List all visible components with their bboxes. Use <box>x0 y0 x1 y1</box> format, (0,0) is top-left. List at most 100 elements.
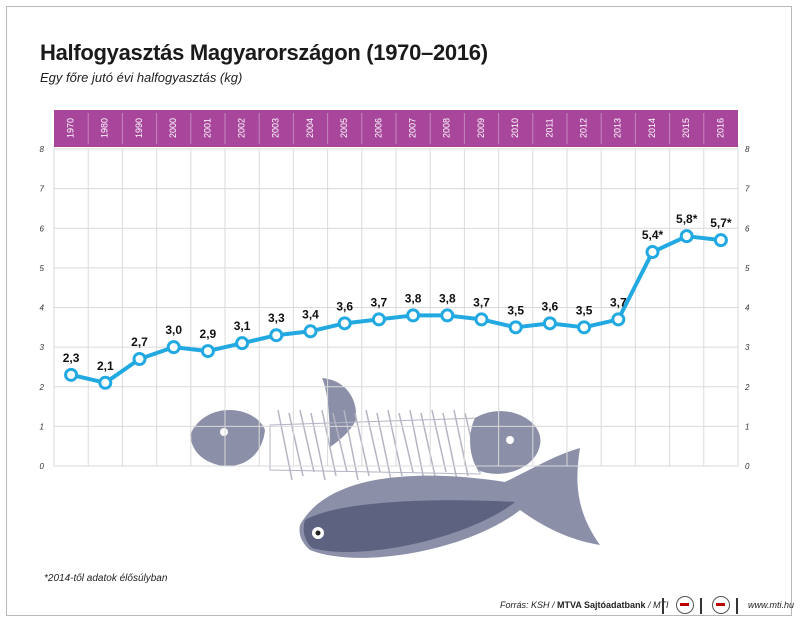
site-url: www.mti.hu <box>748 600 795 610</box>
data-label: 2,1 <box>97 359 114 373</box>
data-label: 2,3 <box>63 351 80 365</box>
fish-bone-icon <box>431 409 447 473</box>
fish-bone-icon <box>332 412 348 473</box>
y-tick-label-right: 3 <box>745 343 750 352</box>
fish-eye-icon <box>220 428 228 436</box>
data-label: 3,0 <box>165 323 182 337</box>
data-point <box>406 308 421 323</box>
x-tick-label: 2003 <box>271 118 281 138</box>
x-tick-label: 2005 <box>339 118 349 138</box>
separator <box>736 598 738 614</box>
data-label: 3,8 <box>439 291 456 305</box>
data-point <box>132 352 147 367</box>
y-tick-label-right: 6 <box>745 224 750 233</box>
data-label: 5,4* <box>642 228 664 242</box>
data-point <box>98 375 113 390</box>
mti-logo-icon <box>712 596 730 614</box>
fish-bone-icon <box>299 409 315 473</box>
y-tick-label-left: 8 <box>40 145 45 154</box>
fish-bone-icon <box>453 409 469 477</box>
footnote: *2014-től adatok élősúlyban <box>44 573 168 584</box>
fish-bone-icon <box>288 412 304 477</box>
data-label: 3,5 <box>507 303 524 317</box>
x-tick-label: 2010 <box>510 118 520 138</box>
x-tick-label: 2009 <box>476 118 486 138</box>
y-tick-label-left: 5 <box>40 264 45 273</box>
data-point <box>337 316 352 331</box>
fish-bone-icon <box>277 409 293 481</box>
y-tick-label-left: 1 <box>40 422 44 431</box>
fish-bone-icon <box>387 409 403 477</box>
y-tick-label-right: 1 <box>745 422 749 431</box>
data-point <box>713 233 728 248</box>
x-tick-label: 2006 <box>373 118 383 138</box>
data-label: 3,7 <box>473 295 490 309</box>
data-point <box>645 245 660 260</box>
y-tick-label-right: 0 <box>745 462 750 471</box>
x-tick-label: 2004 <box>305 118 315 138</box>
chart-frame <box>6 6 792 616</box>
data-label: 3,7 <box>371 295 388 309</box>
source-suffix: / MTI <box>645 600 669 610</box>
x-tick-label: 2014 <box>647 118 657 138</box>
data-point <box>269 328 284 343</box>
separator <box>662 598 664 614</box>
y-tick-label-left: 6 <box>40 224 45 233</box>
fish-bone-icon <box>343 409 359 481</box>
separator <box>700 598 702 614</box>
data-label: 2,9 <box>200 327 217 341</box>
chart-subtitle: Egy főre jutó évi halfogyasztás (kg) <box>40 70 243 85</box>
data-label: 3,1 <box>234 319 251 333</box>
data-point <box>474 312 489 327</box>
fish-eye-icon <box>506 436 514 444</box>
fish-bone-icon <box>409 409 425 481</box>
x-tick-label: 2016 <box>715 118 725 138</box>
mtva-logo-icon <box>676 596 694 614</box>
year-band <box>54 110 738 147</box>
fish-bone-icon <box>398 412 414 473</box>
y-tick-label-left: 2 <box>39 383 45 392</box>
fish-bone-icon <box>376 412 392 481</box>
data-label: 3,6 <box>542 299 559 313</box>
y-tick-label-left: 3 <box>40 343 45 352</box>
data-point <box>508 320 523 335</box>
data-point <box>303 324 318 339</box>
x-tick-label: 2002 <box>236 118 246 138</box>
x-tick-label: 2000 <box>168 118 178 138</box>
y-tick-label-left: 7 <box>40 185 45 194</box>
data-point <box>371 312 386 327</box>
data-label: 5,7* <box>710 216 732 230</box>
fish-bone-icon <box>365 409 381 473</box>
data-point <box>542 316 557 331</box>
x-tick-label: 2015 <box>681 118 691 138</box>
fish-belly-icon <box>303 500 515 553</box>
data-label: 2,7 <box>131 335 148 349</box>
fish-bone-icon <box>420 412 436 477</box>
data-point <box>440 308 455 323</box>
data-point <box>611 312 626 327</box>
data-label: 3,4 <box>302 307 319 321</box>
y-tick-label-right: 5 <box>745 264 750 273</box>
fish-illustration <box>190 378 600 558</box>
x-tick-label: 2012 <box>578 118 588 138</box>
chart-title: Halfogyasztás Magyarországon (1970–2016) <box>40 40 488 65</box>
source-bold: MTVA Sajtóadatbank <box>557 600 646 610</box>
source-prefix: Forrás: KSH / <box>500 600 558 610</box>
data-label: 3,3 <box>268 311 285 325</box>
fish-skeleton-icon <box>269 417 481 475</box>
data-point <box>679 229 694 244</box>
fish-bone-icon <box>321 409 337 477</box>
fish-bone-icon <box>442 412 458 481</box>
x-tick-label: 2011 <box>544 118 554 137</box>
fish-pupil-icon <box>315 530 321 536</box>
data-point <box>577 320 592 335</box>
data-point <box>64 367 79 382</box>
y-tick-label-right: 7 <box>745 185 750 194</box>
data-label: 3,6 <box>336 299 353 313</box>
data-point <box>166 340 181 355</box>
x-tick-label: 2001 <box>202 118 212 138</box>
x-tick-label: 1970 <box>65 118 75 138</box>
source-credit: Forrás: KSH / MTVA Sajtóadatbank / MTI <box>500 600 669 610</box>
data-label: 3,5 <box>576 303 593 317</box>
fish-bone-icon <box>310 412 326 481</box>
